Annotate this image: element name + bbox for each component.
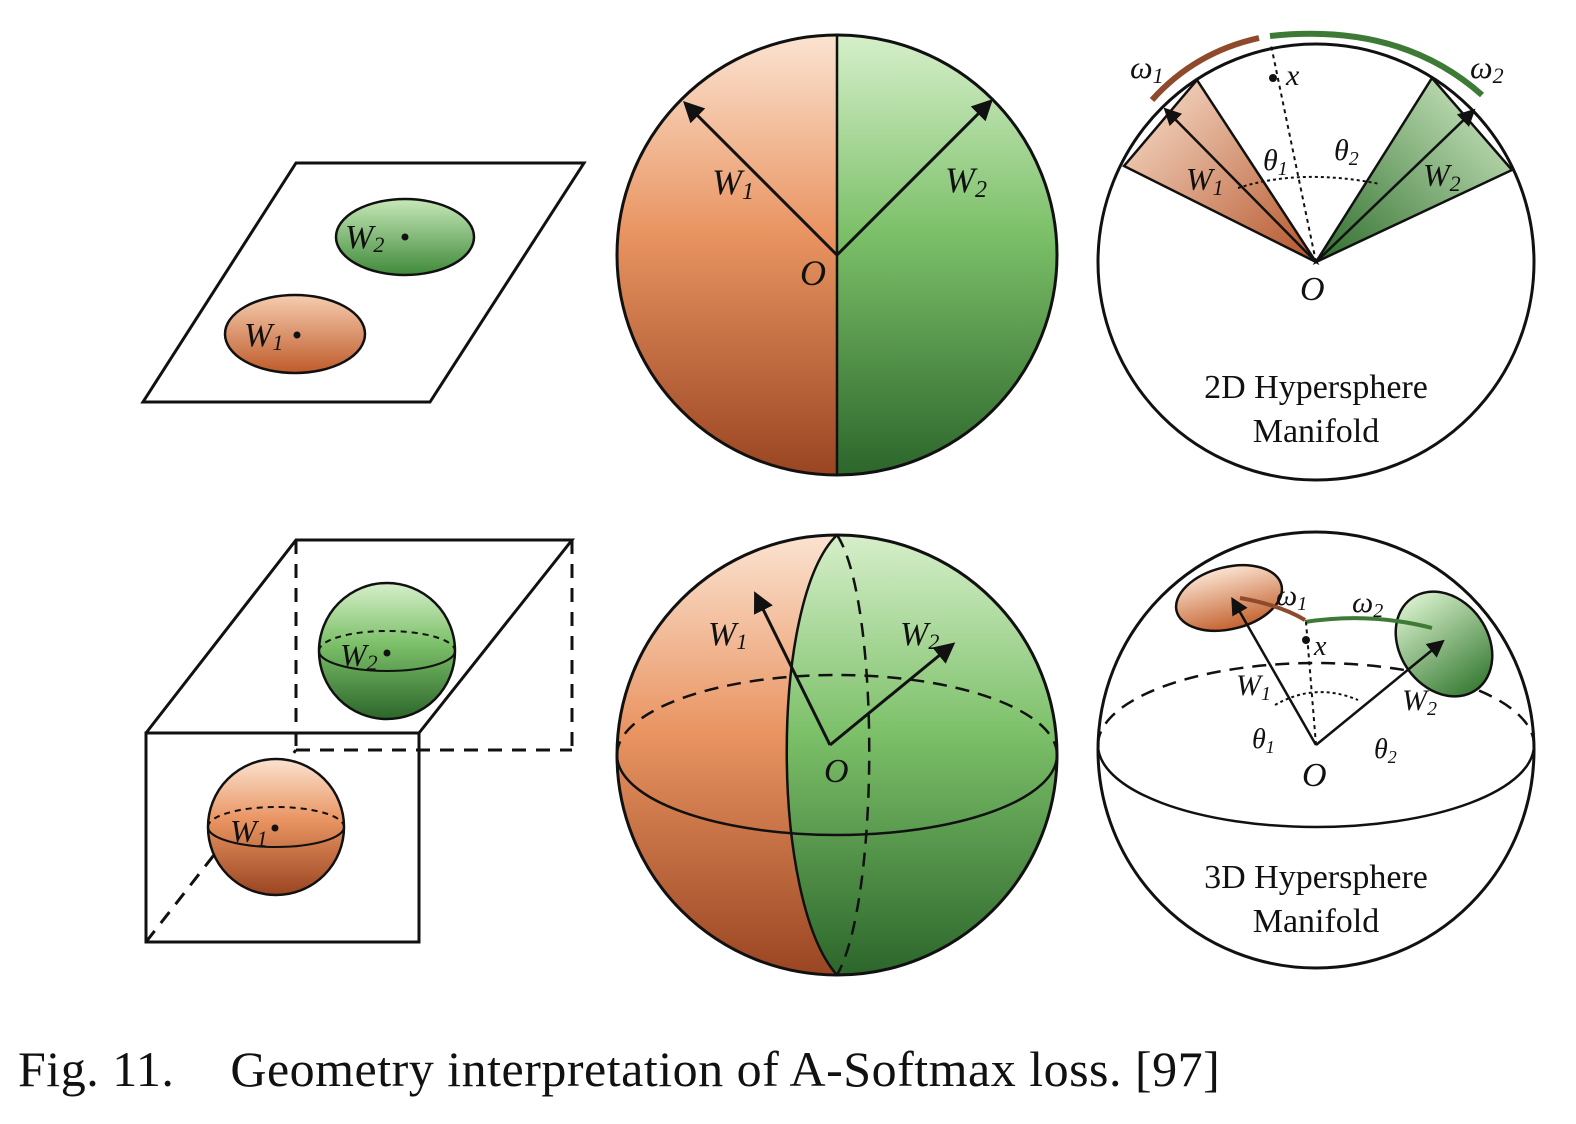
w2-label: W2 — [340, 637, 378, 675]
w2-vector — [1315, 108, 1476, 263]
panel-top-middle-circle: W1 W2 O — [615, 33, 1059, 477]
panel-bottom-right-3d-manifold: ω1 ω2 x W1 W2 θ1 θ2 O 3D Hypersphere Man… — [1096, 530, 1536, 970]
omega1-label: ω1 — [1276, 579, 1307, 615]
theta1-label: θ1 — [1263, 144, 1288, 180]
origin-label: O — [824, 753, 849, 790]
omega1-arc — [1149, 35, 1260, 103]
omega2-label: ω2 — [1470, 49, 1504, 88]
manifold-title-line2: Manifold — [1253, 903, 1380, 940]
w2-vector — [829, 642, 956, 747]
w1-vector — [683, 101, 839, 257]
manifold-title-line1: 2D Hypersphere — [1204, 369, 1428, 406]
w2-vector — [1315, 639, 1445, 746]
caption-text: Geometry interpretation of A-Softmax los… — [230, 1041, 1221, 1097]
origin-label: O — [1300, 271, 1325, 308]
figure-number: Fig. 11. — [18, 1041, 175, 1097]
omega1-label: ω1 — [1130, 49, 1164, 88]
panel-bottom-left-box: W2 W1 — [144, 538, 576, 944]
w1-vector — [754, 591, 832, 746]
w1-label: W1 — [712, 162, 754, 205]
class2-sphere-equator-front — [318, 650, 456, 672]
class2-sphere-equator-back — [318, 630, 456, 652]
origin-label: O — [1302, 757, 1327, 794]
w2-label: W2 — [900, 616, 939, 654]
box-visible-edges — [144, 538, 576, 944]
w2-label: W2 — [1402, 684, 1437, 720]
w2-label: W2 — [345, 219, 384, 257]
manifold-title-line2: Manifold — [1253, 413, 1380, 450]
figure-caption: Fig. 11. Geometry interpretation of A-Sof… — [18, 1040, 1220, 1098]
w1-label: W1 — [708, 616, 747, 654]
class1-sphere-equator-back — [207, 806, 345, 828]
w2-vector — [835, 99, 993, 257]
w1-center-dot — [271, 824, 279, 832]
manifold-title-line1: 3D Hypersphere — [1204, 859, 1428, 896]
equator-front — [615, 754, 1059, 837]
x-point — [1302, 636, 1310, 644]
class1-cap — [1174, 563, 1284, 633]
meridian-front — [785, 534, 838, 976]
x-point — [1269, 74, 1277, 82]
omega2-arc — [1304, 616, 1433, 630]
w2-center-dot — [401, 233, 409, 241]
w2-center-dot — [383, 649, 391, 657]
panel-top-right-2d-manifold: ω1 ω2 x W1 W2 θ1 θ2 O 2D Hypersphere Man… — [1096, 30, 1536, 482]
meridian-back — [835, 534, 871, 976]
class2-half — [837, 35, 1057, 475]
w1-vector — [1231, 596, 1318, 746]
panel-top-left-plane: W2 W1 — [140, 161, 587, 404]
w1-vector — [1163, 107, 1317, 263]
theta-arc — [1237, 175, 1381, 189]
w1-label: W1 — [1236, 669, 1271, 705]
class2-half — [786, 535, 1057, 975]
theta-arc — [1274, 691, 1359, 706]
class1-sphere-equator-front — [207, 826, 345, 848]
w1-label: W1 — [1186, 161, 1224, 200]
theta1-label: θ1 — [1252, 724, 1275, 757]
origin-label: O — [800, 253, 826, 293]
plane-parallelogram — [140, 161, 587, 404]
panel-bottom-middle-sphere: W1 W2 O — [615, 533, 1059, 977]
equator-front — [1096, 744, 1536, 829]
x-label: x — [1313, 631, 1327, 662]
equator-back — [615, 673, 1059, 756]
equator-back — [1096, 661, 1536, 746]
omega2-label: ω2 — [1352, 586, 1383, 622]
x-vector — [1270, 44, 1317, 263]
x-label: x — [1285, 59, 1300, 92]
theta2-label: θ2 — [1374, 734, 1397, 767]
w1-label: W1 — [230, 813, 268, 851]
theta2-label: θ2 — [1334, 134, 1359, 170]
w1-label: W1 — [244, 317, 283, 355]
w2-label: W2 — [945, 160, 987, 203]
w2-label: W2 — [1423, 157, 1461, 196]
omega2-arc — [1269, 30, 1484, 98]
w1-center-dot — [293, 331, 301, 339]
